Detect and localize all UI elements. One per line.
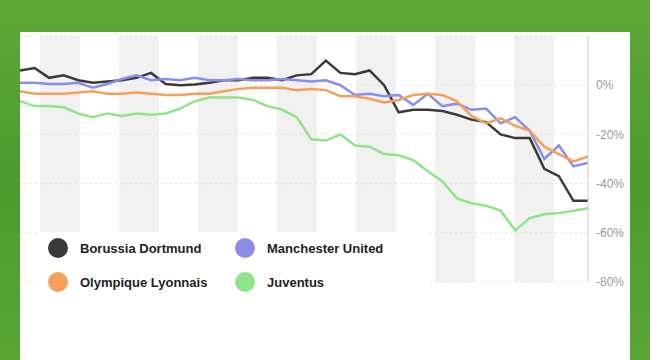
html-text:Juventus: Juventus [267, 274, 325, 290]
svg-text:-60%: -60% [596, 226, 624, 240]
html-text:Borussia Dortmund: Borussia Dortmund [80, 240, 202, 256]
svg-text:-40%: -40% [596, 177, 624, 191]
html-text:Manchester United: Manchester United [267, 240, 384, 256]
svg-text:0%: 0% [596, 78, 614, 92]
html-text:Olympique Lyonnais: Olympique Lyonnais [80, 274, 208, 290]
svg-text:-20%: -20% [596, 128, 624, 142]
svg-text:-80%: -80% [596, 275, 624, 289]
